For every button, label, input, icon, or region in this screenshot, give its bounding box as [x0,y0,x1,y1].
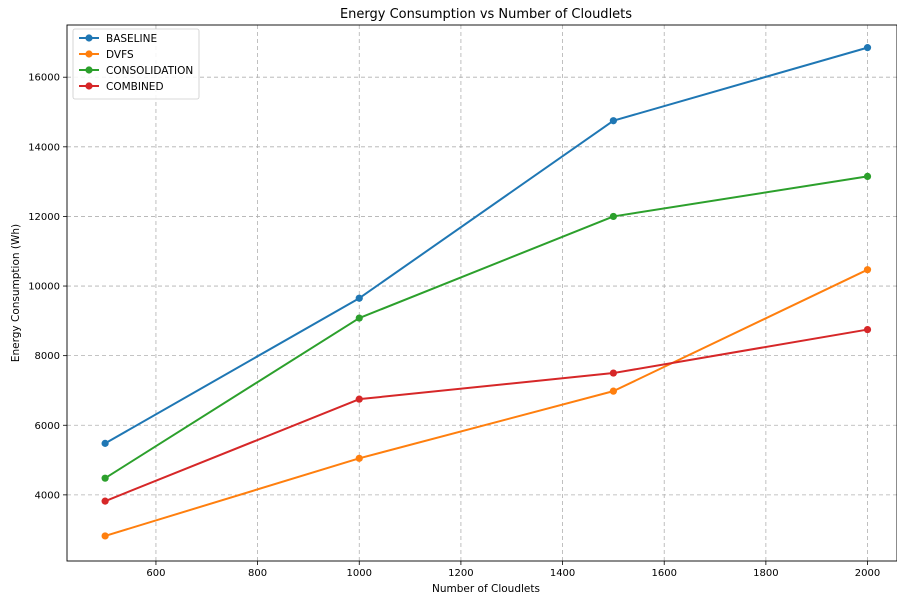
legend-label: DVFS [106,49,134,61]
legend-label: BASELINE [106,33,157,45]
data-point-consolidation [101,474,109,482]
plot-frame [66,24,897,562]
x-axis: 600 800 1000 1200 1400 1600 1800 2000 [146,561,880,579]
legend-box [72,28,200,100]
series-combined [101,325,872,505]
series-line-dvfs [104,268,868,537]
data-point-combined [101,497,109,505]
data-point-consolidation [609,212,617,221]
data-point-baseline [355,294,363,302]
y-tick-label: 6000 [35,421,60,432]
data-point-combined [609,369,617,377]
legend-label: CONSOLIDATION [106,65,193,77]
y-tick-label: 16000 [28,73,60,84]
data-point-combined [355,395,363,403]
grid [67,25,897,561]
y-tick-label: 10000 [28,282,60,293]
legend-swatch-marker [85,34,93,42]
series-baseline [101,44,872,447]
x-tick-label: 1200 [448,568,473,579]
x-tick-label: 800 [248,568,267,579]
x-tick-label: 1600 [651,568,676,579]
data-point-baseline [101,439,109,447]
data-point-dvfs [863,266,872,274]
x-tick-label: 600 [146,568,165,579]
x-tick-label: 1400 [550,568,575,579]
data-point-consolidation [355,314,363,322]
data-point-baseline [609,117,617,125]
series-line-baseline [104,46,868,445]
series-group [101,44,872,540]
x-tick-label: 1000 [347,568,372,579]
data-point-dvfs [609,387,617,395]
legend-swatch-marker [85,50,93,58]
y-tick-label: 4000 [35,490,60,501]
legend-swatch-marker [85,82,93,90]
data-point-dvfs [101,532,109,540]
series-consolidation [101,172,872,482]
legend: BASELINE DVFS CONSOLIDATION COMBINED [72,28,200,100]
y-tick-label: 8000 [35,351,60,362]
series-line-combined [104,328,868,503]
legend-item-dvfs: DVFS [79,49,134,61]
data-point-dvfs [355,454,363,462]
data-point-combined [863,325,872,334]
y-tick-label: 12000 [28,212,60,223]
legend-swatch-marker [85,66,93,74]
data-point-baseline [863,44,872,52]
chart-title: Energy Consumption vs Number of Cloudlet… [340,7,632,22]
series-dvfs [101,266,872,540]
data-point-consolidation [863,172,872,181]
legend-label: COMBINED [106,81,164,93]
x-tick-label: 2000 [855,568,880,579]
y-tick-label: 14000 [28,142,60,153]
legend-item-combined: COMBINED [79,81,164,93]
x-axis-title: Number of Cloudlets [432,583,540,595]
series-line-consolidation [104,175,868,480]
x-tick-label: 1800 [753,568,778,579]
y-axis-title: Energy Consumption (Wh) [10,224,22,362]
legend-item-consolidation: CONSOLIDATION [79,65,193,77]
y-axis: 4000 6000 8000 10000 12000 14000 16000 [28,73,67,501]
legend-item-baseline: BASELINE [79,33,157,45]
